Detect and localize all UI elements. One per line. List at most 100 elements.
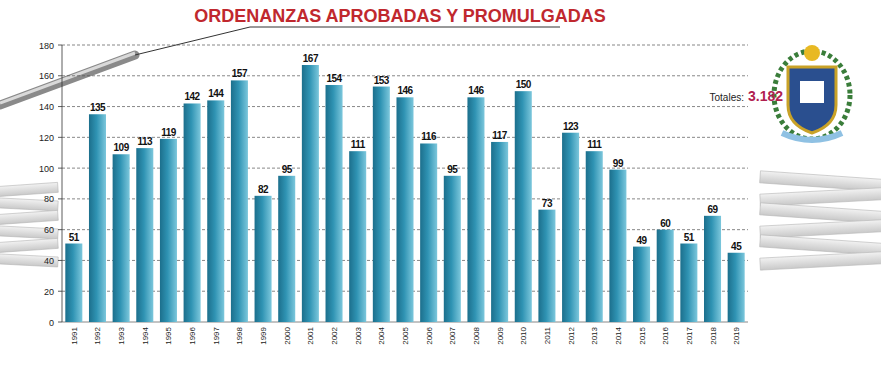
tick-mark xyxy=(58,260,62,261)
bar xyxy=(184,103,201,322)
data-label: 116 xyxy=(421,131,437,142)
data-label: 123 xyxy=(563,121,579,132)
data-label: 146 xyxy=(468,85,484,96)
grid-line xyxy=(62,45,748,46)
tick-label: 1997 xyxy=(212,326,221,344)
tick-mark xyxy=(58,198,62,199)
tick-mark xyxy=(58,168,62,169)
tick-label: 1992 xyxy=(93,326,102,344)
tick-label: 2016 xyxy=(661,326,670,344)
data-label: 167 xyxy=(303,53,319,64)
data-label: 157 xyxy=(232,68,248,79)
tick-label: 180 xyxy=(39,41,54,51)
data-label: 111 xyxy=(587,139,602,150)
data-label: 60 xyxy=(660,218,671,229)
tick-label: 1991 xyxy=(70,326,79,344)
tick-label: 2013 xyxy=(590,326,599,344)
bar xyxy=(231,80,248,322)
tick-mark xyxy=(58,45,62,46)
data-label: 146 xyxy=(397,85,413,96)
tick-label: 2006 xyxy=(425,326,434,344)
bar xyxy=(562,133,579,322)
tick-label: 100 xyxy=(39,164,54,174)
tick-label: 1996 xyxy=(188,326,197,344)
tick-mark xyxy=(58,322,62,323)
tick-label: 60 xyxy=(44,225,54,235)
data-label: 142 xyxy=(185,91,201,102)
bar xyxy=(680,244,697,322)
bar xyxy=(207,100,224,322)
tick-label: 2019 xyxy=(732,326,741,344)
tick-mark xyxy=(58,229,62,230)
grid-line xyxy=(62,75,748,76)
tick-label: 1999 xyxy=(259,326,268,344)
tick-label: 2008 xyxy=(472,326,481,344)
bar xyxy=(420,143,437,322)
tick-label: 2003 xyxy=(354,326,363,344)
data-labels: 51 135 109 113 119 142 144 157 82 95 167 154 111 153 1… xyxy=(69,53,742,252)
data-label: 69 xyxy=(707,204,718,215)
bar xyxy=(586,151,603,322)
data-label: 49 xyxy=(636,235,647,246)
data-label: 111 xyxy=(351,139,366,150)
tick-label: 20 xyxy=(44,287,54,297)
tick-label: 1998 xyxy=(235,326,244,344)
bar xyxy=(633,247,650,322)
tick-label: 2007 xyxy=(448,326,457,344)
grid: 020406080100120140160180 xyxy=(39,41,748,328)
bar xyxy=(396,97,413,322)
tick-label: 1995 xyxy=(164,326,173,344)
bar xyxy=(160,139,177,322)
data-label: 113 xyxy=(137,136,153,147)
tick-label: 0 xyxy=(49,318,54,328)
annotation: 3.182 xyxy=(748,88,783,104)
y-axis xyxy=(62,45,63,322)
tick-label: 1993 xyxy=(117,326,126,344)
bar xyxy=(326,85,343,322)
bar xyxy=(657,230,674,322)
tick-label: 2018 xyxy=(709,326,718,344)
tick-label: 2017 xyxy=(685,326,694,344)
tick-label: 2014 xyxy=(614,326,623,344)
decoration xyxy=(0,27,881,270)
bar xyxy=(467,97,484,322)
data-label: 144 xyxy=(208,88,224,99)
bar xyxy=(278,176,295,322)
chart-svg: ORDENANZAS APROBADAS Y PROMULGADAS 0 20 40 6… xyxy=(0,0,881,367)
bar xyxy=(609,170,626,322)
data-label: 82 xyxy=(258,184,269,195)
data-label: 45 xyxy=(731,241,742,252)
bar xyxy=(515,91,532,322)
x-axis: 1991 1992 1993 1994 1995 1996 1997 1998 1999 2000… xyxy=(70,326,741,344)
data-label: 109 xyxy=(114,142,130,153)
data-label: 119 xyxy=(161,127,177,138)
annotation: Totales: xyxy=(710,92,744,103)
tick-label: 2009 xyxy=(496,326,505,344)
bar xyxy=(65,244,82,322)
data-label: 135 xyxy=(90,102,106,113)
data-label: 117 xyxy=(492,130,508,141)
bar xyxy=(113,154,130,322)
data-label: 73 xyxy=(542,198,553,209)
tick-mark xyxy=(58,137,62,138)
data-label: 154 xyxy=(326,73,342,84)
data-label: 95 xyxy=(447,164,458,175)
data-label: 99 xyxy=(613,158,624,169)
title: ORDENANZAS APROBADAS Y PROMULGADAS xyxy=(194,6,606,26)
bar xyxy=(302,65,319,322)
bar xyxy=(444,176,461,322)
bar xyxy=(373,87,390,322)
data-label: 51 xyxy=(69,232,80,243)
tick-label: 2010 xyxy=(519,326,528,344)
tick-label: 140 xyxy=(39,102,54,112)
tick-label: 80 xyxy=(44,194,54,204)
tick-label: 2001 xyxy=(306,326,315,344)
tick-label: 2011 xyxy=(543,326,552,344)
tick-label: 40 xyxy=(44,256,54,266)
tick-label: 2005 xyxy=(401,326,410,344)
tick-label: 1994 xyxy=(141,326,150,344)
coat-of-arms xyxy=(774,45,850,140)
tick-mark xyxy=(58,291,62,292)
tick-label: 2000 xyxy=(283,326,292,344)
data-label: 153 xyxy=(374,75,390,86)
